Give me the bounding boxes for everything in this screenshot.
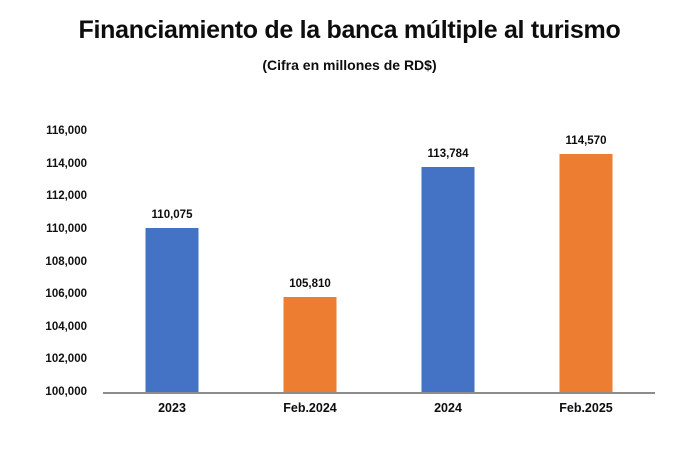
y-tick-label: 110,000 — [46, 222, 87, 235]
chart-title: Financiamiento de la banca múltiple al t… — [78, 16, 621, 44]
bar-slot: 113,784 — [379, 131, 517, 392]
x-tick-label: Feb.2025 — [559, 401, 613, 415]
bar-value-label: 113,784 — [427, 148, 469, 161]
y-tick-label: 104,000 — [45, 320, 87, 333]
x-tick-label: 2023 — [158, 401, 186, 415]
y-tick-label: 116,000 — [46, 125, 87, 137]
bar-2024 — [421, 167, 475, 392]
bar-2023 — [145, 227, 199, 392]
bar-Feb.2025 — [559, 154, 613, 392]
bar-value-label: 110,075 — [151, 208, 193, 221]
x-tick-label: 2024 — [434, 401, 462, 415]
y-tick-label: 106,000 — [45, 288, 87, 301]
bar-slot: 114,570 — [517, 131, 655, 392]
y-tick-label: 102,000 — [45, 353, 87, 366]
chart-subtitle: (Cifra en millones de RD$) — [262, 57, 437, 73]
bar-value-label: 105,810 — [289, 278, 331, 291]
bar-slot: 105,810 — [241, 131, 379, 392]
bar-value-label: 114,570 — [565, 135, 607, 148]
y-tick-label: 100,000 — [45, 386, 87, 398]
y-axis: 100,000 102,000 104,000 106,000 108,000 110,0… — [0, 125, 95, 398]
y-tick-label: 108,000 — [45, 255, 87, 268]
bar-Feb.2024 — [283, 297, 337, 392]
y-tick-label: 112,000 — [46, 190, 87, 203]
bar-slot: 110,075 — [103, 131, 241, 392]
x-tick-label: Feb.2024 — [283, 401, 337, 415]
y-tick-label: 114,000 — [46, 157, 87, 170]
x-axis: 2023 Feb.2024 2024 Feb.2025 — [103, 401, 655, 415]
plot-area: 110,075 105,810 113,784 114,570 — [103, 131, 655, 394]
